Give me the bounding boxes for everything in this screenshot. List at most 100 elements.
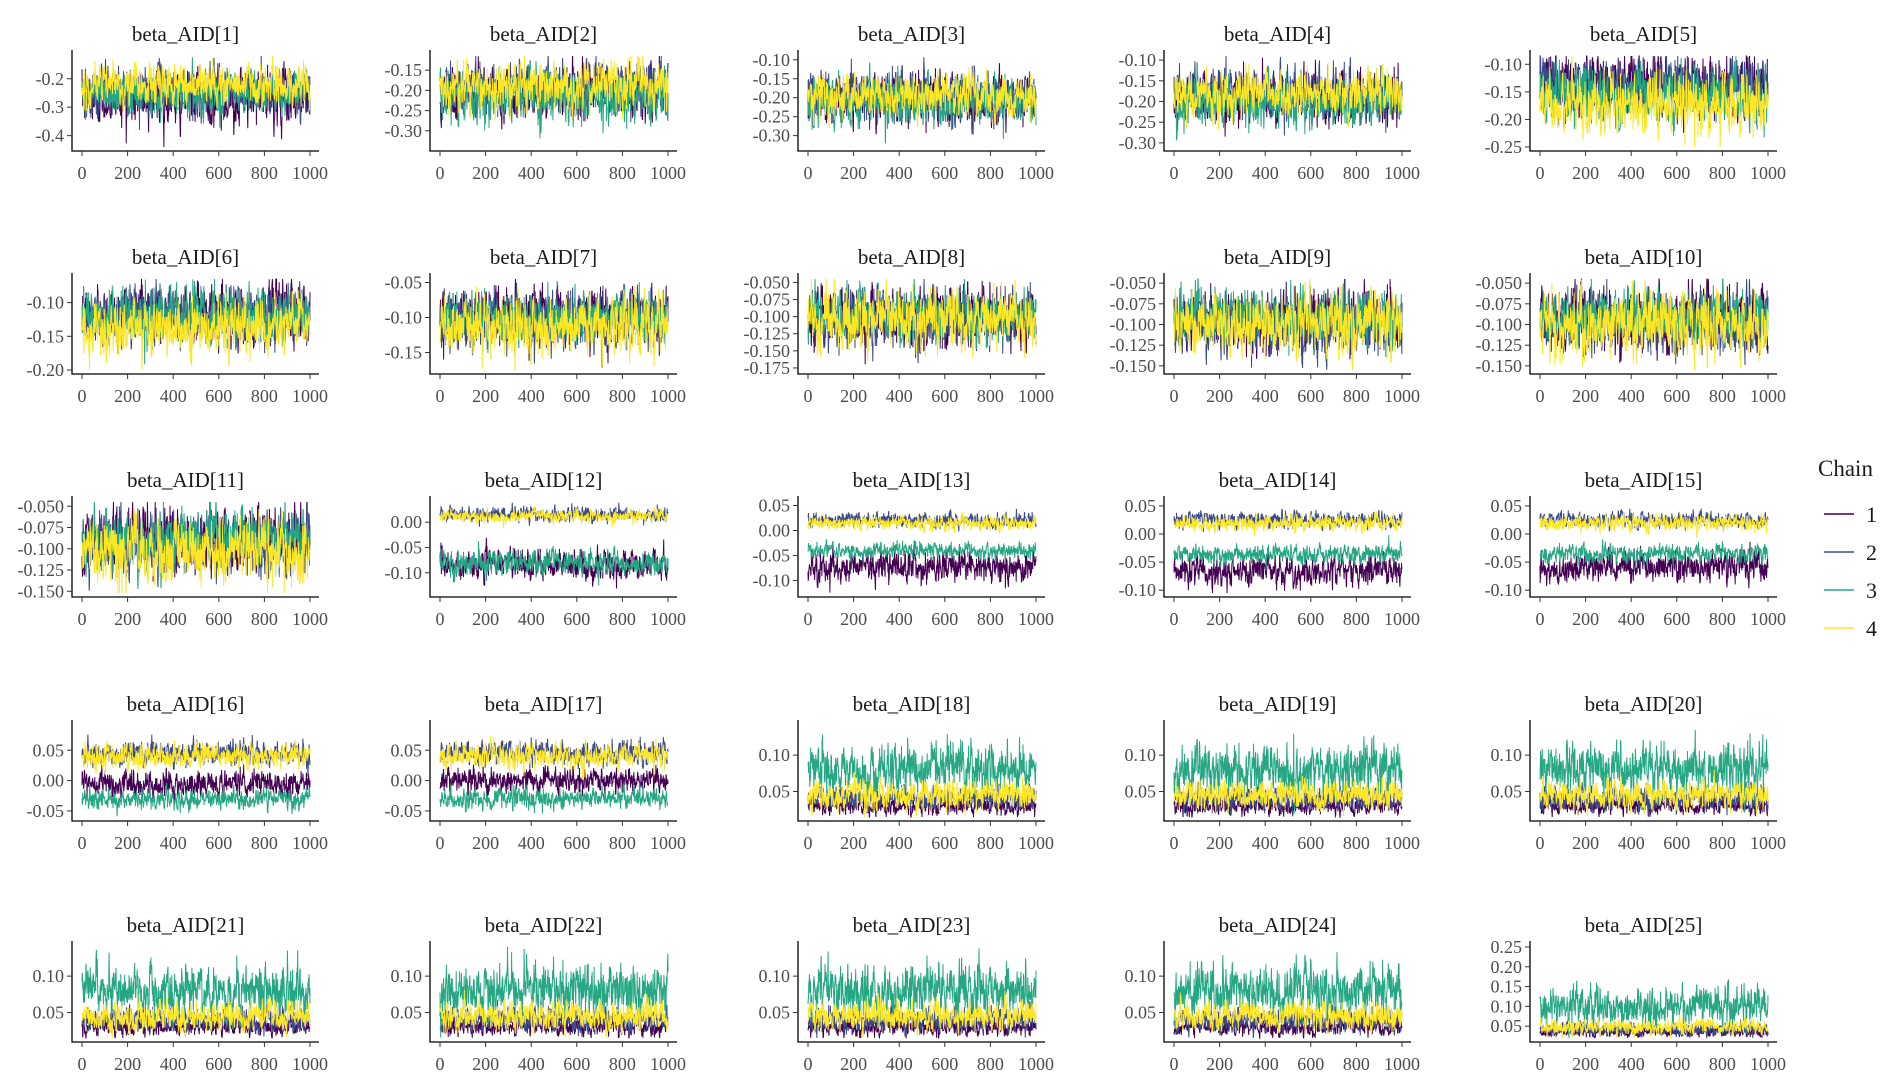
x-tick-label: 0 xyxy=(804,609,813,629)
y-tick-label: 0.10 xyxy=(1491,996,1523,1016)
y-tick-label: -0.05 xyxy=(1485,552,1523,572)
x-tick-label: 0 xyxy=(436,163,445,183)
x-tick-label: 400 xyxy=(160,833,187,853)
y-tick-label: 0.10 xyxy=(33,966,65,986)
axis-lines xyxy=(1529,496,1777,598)
axis-lines xyxy=(797,273,1045,375)
chain-4-trace xyxy=(1173,775,1403,816)
axis-lines xyxy=(429,50,677,152)
chain-1-trace xyxy=(1539,541,1769,589)
y-tick-label: -0.30 xyxy=(385,121,423,141)
axis-lines xyxy=(1163,273,1411,375)
x-tick-label: 600 xyxy=(1297,386,1324,406)
trace-panel: beta_AID[2] -0.30-0.25-0.20-0.15 0 200 400 60… xyxy=(385,22,687,183)
x-tick-label: 800 xyxy=(1709,163,1736,183)
trace-panel: beta_AID[16] -0.05 0.00 0.05 0 200 400 600 800 10… xyxy=(27,692,329,853)
y-tick-label: -0.4 xyxy=(36,126,65,146)
x-tick-label: 400 xyxy=(1252,609,1279,629)
x-tick-label: 800 xyxy=(251,1054,278,1074)
x-tick-label: 1000 xyxy=(1018,386,1054,406)
x-tick-label: 200 xyxy=(840,1054,867,1074)
x-tick-label: 0 xyxy=(1170,386,1179,406)
y-tick-label: -0.150 xyxy=(1110,356,1157,376)
y-tick-label: -0.25 xyxy=(753,107,791,127)
panel-title: beta_AID[20] xyxy=(1585,692,1703,716)
y-tick-label: -0.075 xyxy=(1476,294,1523,314)
y-tick-label: -0.30 xyxy=(753,126,791,146)
x-tick-label: 800 xyxy=(609,386,636,406)
chain-1-trace xyxy=(1173,547,1403,594)
y-tick-label: -0.10 xyxy=(1485,54,1523,74)
x-tick-label: 1000 xyxy=(1750,1054,1786,1074)
x-tick-label: 800 xyxy=(1343,609,1370,629)
trace-panel: beta_AID[25] 0.050.100.150.200.25 0 200 400 6… xyxy=(1491,913,1787,1074)
x-tick-label: 1000 xyxy=(292,609,328,629)
chain-3-trace xyxy=(807,948,1037,1029)
y-tick-label: -0.10 xyxy=(385,563,423,583)
legend-label: 4 xyxy=(1866,616,1877,641)
chain-3-trace xyxy=(1539,729,1769,813)
trace-panel: beta_AID[14] -0.10 -0.05 0.00 0.05 0 200 400 600… xyxy=(1119,468,1421,629)
trace-panel: beta_AID[17] -0.05 0.00 0.05 0 200 400 600 800 10… xyxy=(385,692,687,853)
x-tick-label: 1000 xyxy=(292,1054,328,1074)
axis-lines xyxy=(429,273,677,375)
trace-panel: beta_AID[13] -0.10 -0.05 0.00 0.05 0 200 400 600… xyxy=(753,468,1055,629)
x-tick-label: 1000 xyxy=(292,833,328,853)
y-tick-label: -0.075 xyxy=(18,518,65,538)
y-tick-label: 0.05 xyxy=(759,782,791,802)
y-tick-label: -0.075 xyxy=(744,290,791,310)
y-tick-label: 0.10 xyxy=(1491,745,1523,765)
x-tick-label: 800 xyxy=(251,163,278,183)
y-tick-label: -0.20 xyxy=(385,80,423,100)
trace-panel: beta_AID[10] -0.150-0.125-0.100-0.075-0.0… xyxy=(1476,245,1787,406)
chain-3-trace xyxy=(1539,539,1769,568)
x-tick-label: 200 xyxy=(472,163,499,183)
x-tick-label: 400 xyxy=(1252,833,1279,853)
x-tick-label: 800 xyxy=(609,1054,636,1074)
chain-4-trace xyxy=(439,55,669,121)
chain-4-trace xyxy=(439,285,669,371)
x-tick-label: 600 xyxy=(563,609,590,629)
axis-lines xyxy=(1529,50,1777,152)
y-tick-label: -0.100 xyxy=(1476,315,1523,335)
y-tick-label: 0.25 xyxy=(1491,937,1523,957)
x-tick-label: 800 xyxy=(1343,1054,1370,1074)
y-tick-label: 0.05 xyxy=(391,1003,423,1023)
y-tick-label: 0.05 xyxy=(1491,496,1523,516)
trace-panel: beta_AID[22] 0.05 0.10 0 200 400 600 800 1000 xyxy=(391,913,687,1074)
y-tick-label: -0.10 xyxy=(1119,50,1157,70)
x-tick-label: 600 xyxy=(1663,386,1690,406)
x-tick-label: 200 xyxy=(114,386,141,406)
chain-4-trace xyxy=(81,290,311,371)
legend-label: 1 xyxy=(1866,502,1877,527)
y-tick-label: -0.15 xyxy=(1119,71,1157,91)
chain-4-trace xyxy=(807,771,1037,818)
x-tick-label: 0 xyxy=(78,386,87,406)
chain-1-trace xyxy=(81,764,311,805)
x-tick-label: 800 xyxy=(251,609,278,629)
panels: beta_AID[1]-0.4-0.3-0.20 200 400 600 800 1000… xyxy=(18,22,1787,1074)
x-tick-label: 0 xyxy=(804,1054,813,1074)
y-tick-label: -0.10 xyxy=(753,571,791,591)
axis-lines xyxy=(1163,941,1411,1043)
y-tick-label: -0.050 xyxy=(1110,273,1157,293)
x-tick-label: 400 xyxy=(1252,163,1279,183)
trace-panel: beta_AID[19] 0.05 0.10 0 200 400 600 800 1000 xyxy=(1125,692,1421,853)
panel-title: beta_AID[7] xyxy=(490,245,597,269)
panel-title: beta_AID[5] xyxy=(1590,22,1697,46)
y-tick-label: 0.05 xyxy=(759,1003,791,1023)
trace-panel: beta_AID[18] 0.05 0.10 0 200 400 600 800 1000 xyxy=(759,692,1055,853)
chain-3-trace xyxy=(807,539,1037,563)
chain-1-trace xyxy=(807,541,1037,593)
x-tick-label: 1000 xyxy=(1384,609,1420,629)
x-tick-label: 1000 xyxy=(1384,1054,1420,1074)
legend: Chain 1 2 3 4 xyxy=(1818,456,1877,641)
x-tick-label: 200 xyxy=(840,609,867,629)
y-tick-label: 0.00 xyxy=(759,521,791,541)
y-tick-label: -0.10 xyxy=(1119,580,1157,600)
y-tick-label: -0.05 xyxy=(753,546,791,566)
panel-title: beta_AID[24] xyxy=(1219,913,1337,937)
y-tick-label: -0.25 xyxy=(1119,112,1157,132)
x-tick-label: 600 xyxy=(1297,609,1324,629)
y-tick-label: -0.100 xyxy=(744,307,791,327)
